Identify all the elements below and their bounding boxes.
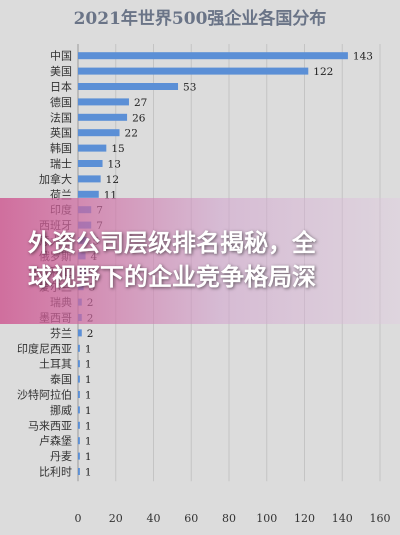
- value-label: 13: [108, 159, 121, 171]
- value-label: 1: [85, 420, 92, 432]
- value-label: 26: [132, 112, 146, 124]
- category-label: 加拿大: [39, 172, 72, 186]
- category-label: 芬兰: [50, 327, 72, 340]
- value-label: 1: [85, 451, 92, 463]
- value-label: 22: [125, 128, 138, 140]
- value-label: 2: [87, 328, 94, 340]
- bars: [78, 52, 348, 475]
- value-label: 53: [183, 82, 196, 94]
- bar: [78, 329, 82, 337]
- bar: [78, 190, 99, 198]
- category-label: 土耳其: [39, 358, 72, 371]
- category-label: 瑞士: [50, 157, 72, 171]
- x-tick-label: 140: [332, 512, 353, 525]
- x-tick-label: 60: [184, 512, 198, 525]
- category-label: 中国: [50, 50, 72, 63]
- value-label: 1: [85, 467, 92, 479]
- bar: [78, 360, 80, 368]
- category-label: 卢森堡: [39, 434, 72, 448]
- value-label: 1: [85, 436, 92, 448]
- bar: [78, 375, 80, 383]
- bar: [78, 98, 129, 106]
- bar: [78, 391, 80, 398]
- bar: [78, 175, 101, 183]
- value-label: 15: [111, 143, 124, 155]
- x-tick-label: 40: [147, 512, 161, 525]
- bar: [78, 452, 80, 460]
- bar: [78, 160, 103, 167]
- headline-text: 外资公司层级排名揭秘，全 球视野下的企业竞争格局深: [28, 229, 316, 291]
- x-tick-label: 120: [294, 512, 315, 525]
- bar: [78, 437, 80, 445]
- x-tick-labels: 0 20 40 60 80 100 120 140 160: [75, 512, 391, 525]
- category-label: 韩国: [50, 141, 72, 155]
- value-label: 12: [106, 174, 119, 186]
- category-label: 印度尼西亚: [17, 341, 72, 355]
- bar: [78, 67, 309, 75]
- category-label: 挪威: [50, 403, 72, 417]
- value-label: 1: [85, 405, 92, 417]
- value-label: 1: [85, 343, 92, 355]
- category-label: 泰国: [50, 372, 72, 386]
- x-tick-label: 100: [256, 512, 277, 525]
- x-tick-label: 80: [222, 512, 236, 525]
- bar: [78, 129, 120, 137]
- value-label: 1: [85, 374, 92, 386]
- bar: [78, 406, 80, 414]
- x-tick-label: 20: [109, 512, 123, 525]
- category-label: 德国: [50, 95, 72, 109]
- category-label: 比利时: [39, 466, 72, 479]
- category-label: 法国: [50, 110, 72, 124]
- value-label: 1: [85, 390, 92, 402]
- bar: [78, 52, 348, 60]
- x-tick-label: 160: [370, 512, 391, 525]
- chart-title: 2021年世界500强企业各国分布: [74, 8, 327, 29]
- category-label: 英国: [50, 126, 72, 140]
- value-label: 143: [353, 51, 373, 63]
- value-label: 1: [85, 359, 92, 371]
- bar: [78, 113, 128, 121]
- value-label: 122: [313, 66, 333, 78]
- value-label: 27: [134, 97, 147, 109]
- bar: [78, 144, 107, 152]
- category-label: 美国: [50, 65, 72, 78]
- bar: [78, 421, 80, 429]
- bar: [78, 468, 80, 475]
- category-label: 马来西亚: [28, 419, 72, 432]
- bar: [78, 344, 80, 352]
- category-label: 日本: [50, 80, 72, 94]
- x-tick-label: 0: [75, 512, 82, 525]
- category-label: 沙特阿拉伯: [17, 388, 72, 402]
- category-label: 丹麦: [50, 450, 72, 463]
- overlay-banner: [0, 198, 400, 324]
- bar: [78, 83, 179, 90]
